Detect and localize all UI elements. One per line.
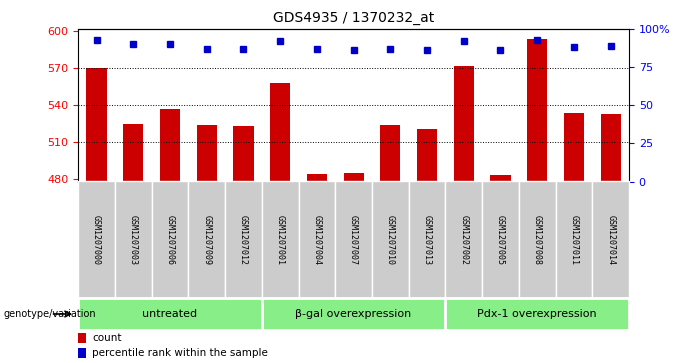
Bar — [409, 182, 445, 298]
Bar — [78, 333, 86, 343]
Bar — [445, 182, 482, 298]
Bar — [454, 66, 474, 182]
Text: GSM1207012: GSM1207012 — [239, 215, 248, 265]
Bar — [527, 39, 547, 182]
Text: GSM1207004: GSM1207004 — [312, 215, 322, 265]
Bar — [262, 182, 299, 298]
Text: GSM1207013: GSM1207013 — [422, 215, 432, 265]
Text: GSM1207000: GSM1207000 — [92, 215, 101, 265]
Text: GSM1207014: GSM1207014 — [606, 215, 615, 265]
Bar — [233, 126, 254, 182]
Text: GSM1207007: GSM1207007 — [349, 215, 358, 265]
Text: GSM1207002: GSM1207002 — [459, 215, 469, 265]
Text: genotype/variation: genotype/variation — [3, 309, 96, 319]
Text: GSM1207010: GSM1207010 — [386, 215, 395, 265]
Text: GSM1207005: GSM1207005 — [496, 215, 505, 265]
Bar — [78, 348, 86, 358]
Bar — [86, 68, 107, 182]
Bar — [335, 182, 372, 298]
Bar — [197, 125, 217, 182]
Bar — [123, 124, 143, 182]
Text: GSM1207001: GSM1207001 — [275, 215, 285, 265]
Bar — [225, 182, 262, 298]
Text: percentile rank within the sample: percentile rank within the sample — [92, 348, 268, 358]
Bar — [188, 182, 225, 298]
Bar — [417, 129, 437, 182]
Bar — [556, 182, 592, 298]
Bar — [78, 298, 262, 330]
Bar — [343, 173, 364, 182]
Text: GSM1207008: GSM1207008 — [532, 215, 542, 265]
Bar — [78, 182, 115, 298]
Bar — [592, 182, 629, 298]
Bar — [564, 113, 584, 182]
Text: GSM1207006: GSM1207006 — [165, 215, 175, 265]
Bar — [160, 109, 180, 182]
Bar — [380, 125, 401, 182]
Bar — [600, 114, 621, 182]
Bar — [490, 175, 511, 182]
Bar — [152, 182, 188, 298]
Bar — [307, 174, 327, 182]
Text: β-gal overexpression: β-gal overexpression — [296, 309, 411, 319]
Bar — [270, 83, 290, 182]
Text: untreated: untreated — [142, 309, 198, 319]
Bar — [299, 182, 335, 298]
Text: GSM1207011: GSM1207011 — [569, 215, 579, 265]
Text: Pdx-1 overexpression: Pdx-1 overexpression — [477, 309, 597, 319]
Bar — [115, 182, 152, 298]
Bar — [262, 298, 445, 330]
Text: GSM1207009: GSM1207009 — [202, 215, 211, 265]
Bar — [482, 182, 519, 298]
Bar — [445, 298, 629, 330]
Text: count: count — [92, 334, 122, 343]
Bar — [519, 182, 556, 298]
Text: GSM1207003: GSM1207003 — [129, 215, 138, 265]
Title: GDS4935 / 1370232_at: GDS4935 / 1370232_at — [273, 11, 435, 25]
Bar — [372, 182, 409, 298]
